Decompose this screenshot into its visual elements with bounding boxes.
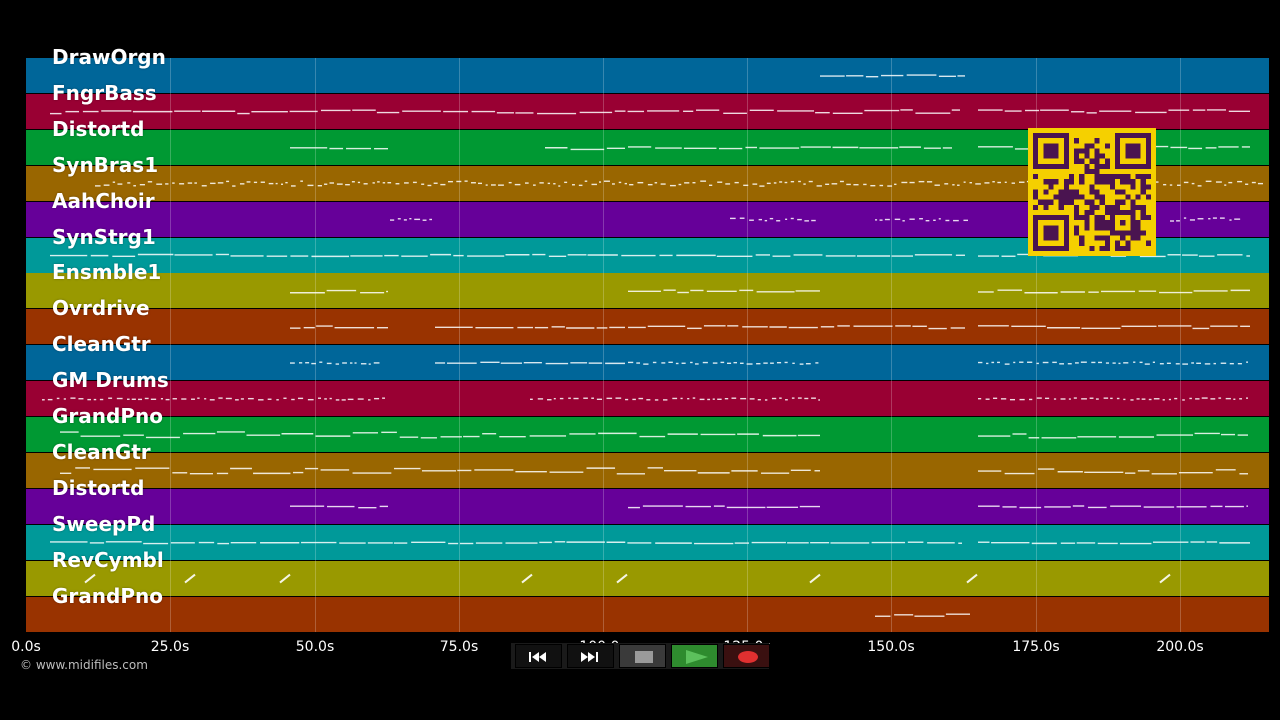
- stop-icon: [635, 651, 653, 663]
- time-gridline: [1180, 58, 1181, 632]
- track-lane: [26, 94, 1269, 129]
- record-icon: [738, 651, 758, 663]
- track-label: AahChoir: [52, 189, 155, 213]
- track-lane: [26, 58, 1269, 93]
- time-gridline: [1036, 58, 1037, 632]
- rewind-button[interactable]: [515, 644, 562, 668]
- rewind-icon: [529, 652, 546, 662]
- track-label: GM Drums: [52, 368, 169, 392]
- track-lane: [26, 597, 1269, 632]
- track-label: CleanGtr: [52, 440, 151, 464]
- record-button[interactable]: [723, 644, 770, 668]
- track-label: RevCymbl: [52, 548, 164, 572]
- time-tick-label: 200.0s: [1156, 639, 1204, 655]
- transport-controls: [511, 643, 770, 669]
- track-label: SynStrg1: [52, 225, 156, 249]
- track-lane: [26, 309, 1269, 344]
- track-lane: [26, 345, 1269, 380]
- track-label: SweepPd: [52, 512, 156, 536]
- track-label: DrawOrgn: [52, 45, 166, 69]
- track-label: Distortd: [52, 476, 145, 500]
- track-lane: [26, 489, 1269, 524]
- time-tick-label: 175.0s: [1012, 639, 1060, 655]
- track-lane: [26, 561, 1269, 596]
- time-tick-label: 50.0s: [295, 639, 335, 655]
- time-tick-label: 0.0s: [11, 639, 41, 655]
- play-icon: [686, 650, 708, 664]
- track-label: Ensmble1: [52, 260, 162, 284]
- track-label: GrandPno: [52, 404, 163, 428]
- qr-code[interactable]: [1027, 128, 1157, 256]
- track-lane: [26, 273, 1269, 308]
- track-lane: [26, 417, 1269, 452]
- track-lane: [26, 453, 1269, 488]
- time-gridline: [891, 58, 892, 632]
- time-gridline: [459, 58, 460, 632]
- fast-forward-button[interactable]: [567, 644, 614, 668]
- stop-button[interactable]: [619, 644, 666, 668]
- track-label: GrandPno: [52, 584, 163, 608]
- play-button[interactable]: [671, 644, 718, 668]
- track-lane: [26, 381, 1269, 416]
- track-label: FngrBass: [52, 81, 157, 105]
- time-gridline: [315, 58, 316, 632]
- copyright-credit: © www.midifiles.com: [20, 658, 148, 672]
- track-label: SynBras1: [52, 153, 159, 177]
- time-tick-label: 150.0s: [867, 639, 915, 655]
- track-label: Ovrdrive: [52, 296, 150, 320]
- time-tick-label: 75.0s: [439, 639, 479, 655]
- track-lane: [26, 525, 1269, 560]
- track-label: Distortd: [52, 117, 145, 141]
- fast-forward-icon: [581, 652, 598, 662]
- time-gridline: [170, 58, 171, 632]
- track-label: CleanGtr: [52, 332, 151, 356]
- time-tick-label: 25.0s: [150, 639, 190, 655]
- time-gridline: [603, 58, 604, 632]
- time-gridline: [747, 58, 748, 632]
